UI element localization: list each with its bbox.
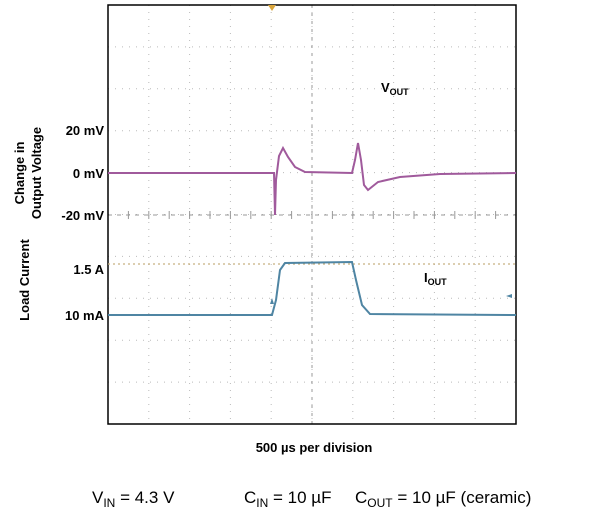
level-label: 20 mV [66, 123, 105, 138]
plot-frame [107, 4, 517, 425]
trigger-marker [268, 5, 276, 11]
trace-label: IOUT [424, 270, 447, 287]
trace-label: VOUT [381, 80, 409, 97]
condition: COUT = 10 µF (ceramic) [355, 488, 531, 510]
iout-trace [108, 260, 517, 316]
axis-title: Load Current [17, 239, 32, 321]
condition: CIN = 10 µF [244, 488, 331, 510]
axis-title: Change in [12, 142, 27, 205]
level-label: 0 mV [73, 166, 104, 181]
level-label: 1.5 A [73, 262, 104, 277]
condition: VIN = 4.3 V [92, 488, 175, 510]
level-label: -20 mV [61, 208, 104, 223]
time-scale: 500 µs per division [256, 440, 373, 455]
level-label: 10 mA [65, 308, 105, 323]
vout-trace [108, 142, 517, 216]
axis-title: Output Voltage [29, 127, 44, 219]
